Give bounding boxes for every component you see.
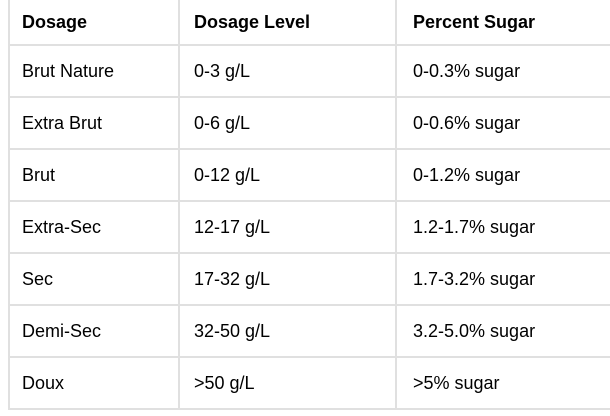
table-row-extra-sec: Extra-Sec 12-17 g/L 1.2-1.7% sugar [8, 200, 610, 254]
table-row-brut-nature: Brut Nature 0-3 g/L 0-0.3% sugar [8, 44, 610, 98]
cell-dosage: Brut [8, 148, 180, 202]
cell-percent-sugar: 1.2-1.7% sugar [395, 200, 610, 254]
cell-dosage: Brut Nature [8, 44, 180, 98]
cell-dosage-level: >50 g/L [178, 356, 397, 410]
cell-dosage: Extra Brut [8, 96, 180, 150]
cell-dosage: Demi-Sec [8, 304, 180, 358]
table-row-doux: Doux >50 g/L >5% sugar [8, 356, 610, 410]
cell-dosage-level: 32-50 g/L [178, 304, 397, 358]
cell-dosage-level: 17-32 g/L [178, 252, 397, 306]
cell-percent-sugar: 1.7-3.2% sugar [395, 252, 610, 306]
cell-dosage: Extra-Sec [8, 200, 180, 254]
table-row-extra-brut: Extra Brut 0-6 g/L 0-0.6% sugar [8, 96, 610, 150]
cell-dosage-level: 12-17 g/L [178, 200, 397, 254]
column-header-percent-sugar: Percent Sugar [395, 0, 610, 46]
cell-dosage: Sec [8, 252, 180, 306]
cell-dosage: Doux [8, 356, 180, 410]
table-row-sec: Sec 17-32 g/L 1.7-3.2% sugar [8, 252, 610, 306]
cell-percent-sugar: >5% sugar [395, 356, 610, 410]
cell-dosage-level: 0-3 g/L [178, 44, 397, 98]
cell-percent-sugar: 0-0.3% sugar [395, 44, 610, 98]
cell-dosage-level: 0-6 g/L [178, 96, 397, 150]
column-header-dosage: Dosage [8, 0, 180, 46]
cell-percent-sugar: 3.2-5.0% sugar [395, 304, 610, 358]
dosage-table: Dosage Dosage Level Percent Sugar Brut N… [8, 0, 610, 410]
cell-percent-sugar: 0-0.6% sugar [395, 96, 610, 150]
header-row: Dosage Dosage Level Percent Sugar [8, 0, 610, 46]
cell-percent-sugar: 0-1.2% sugar [395, 148, 610, 202]
table-row-brut: Brut 0-12 g/L 0-1.2% sugar [8, 148, 610, 202]
table-row-demi-sec: Demi-Sec 32-50 g/L 3.2-5.0% sugar [8, 304, 610, 358]
cell-dosage-level: 0-12 g/L [178, 148, 397, 202]
column-header-dosage-level: Dosage Level [178, 0, 397, 46]
